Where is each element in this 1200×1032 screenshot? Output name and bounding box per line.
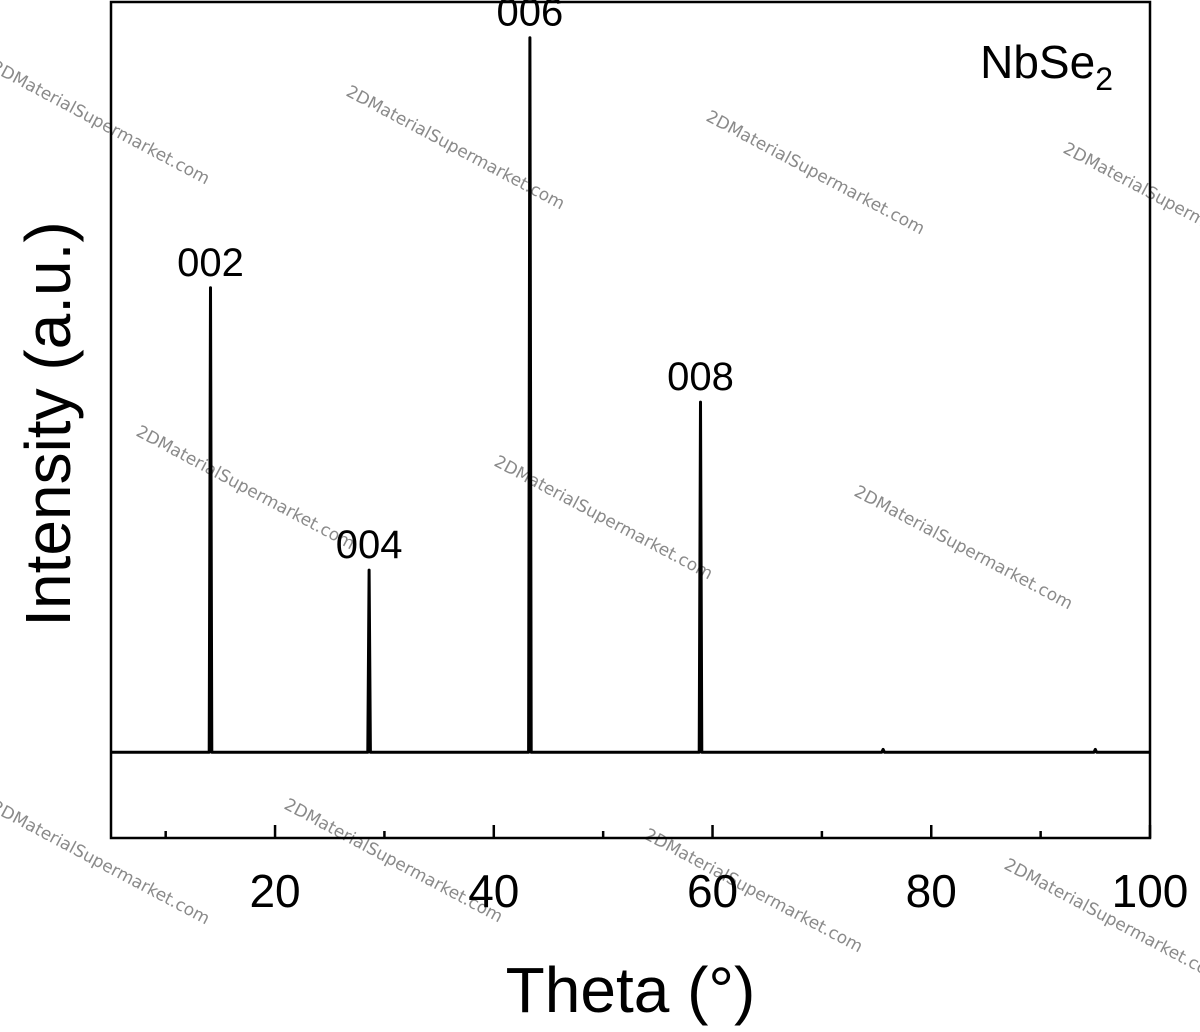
y-axis-label: Intensity (a.u.) xyxy=(12,221,84,627)
sample-label-subscript: 2 xyxy=(1095,61,1113,97)
x-tick-label: 60 xyxy=(687,865,738,917)
plot-frame xyxy=(109,0,1152,840)
x-tick-label: 20 xyxy=(249,865,300,917)
x-tick-label: 100 xyxy=(1112,865,1189,917)
sample-label: NbSe2 xyxy=(980,36,1113,97)
peak-label: 002 xyxy=(177,241,244,285)
peak-label: 008 xyxy=(667,355,734,399)
peak-label: 006 xyxy=(497,0,564,35)
x-tick-label: 80 xyxy=(906,865,957,917)
x-tick-label: 40 xyxy=(468,865,519,917)
x-axis-label: Theta (°) xyxy=(506,954,756,1026)
peak-label: 004 xyxy=(336,523,403,567)
peak-annotations: 002 004 006 008 xyxy=(177,0,734,567)
sample-label-main: NbSe xyxy=(980,36,1095,88)
x-axis-ticks: 20 40 60 80 100 xyxy=(164,825,1189,917)
series-line xyxy=(111,36,1150,754)
